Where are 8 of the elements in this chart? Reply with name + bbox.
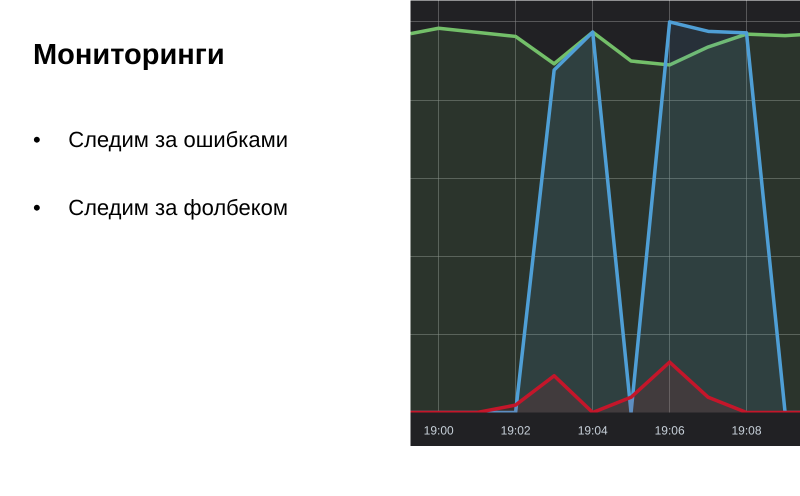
text: • Следим за фолбеком <box>33 194 288 222</box>
x-tick-label: 19:04 <box>578 424 608 438</box>
x-tick-label: 19:08 <box>732 424 762 438</box>
text: • Следим за ошибками <box>33 126 288 154</box>
x-tick-label: 19:02 <box>500 424 531 438</box>
x-tick-label: 19:06 <box>654 424 685 438</box>
text: Мониторинги <box>33 38 226 73</box>
x-tick-label: 19:00 <box>424 424 454 438</box>
